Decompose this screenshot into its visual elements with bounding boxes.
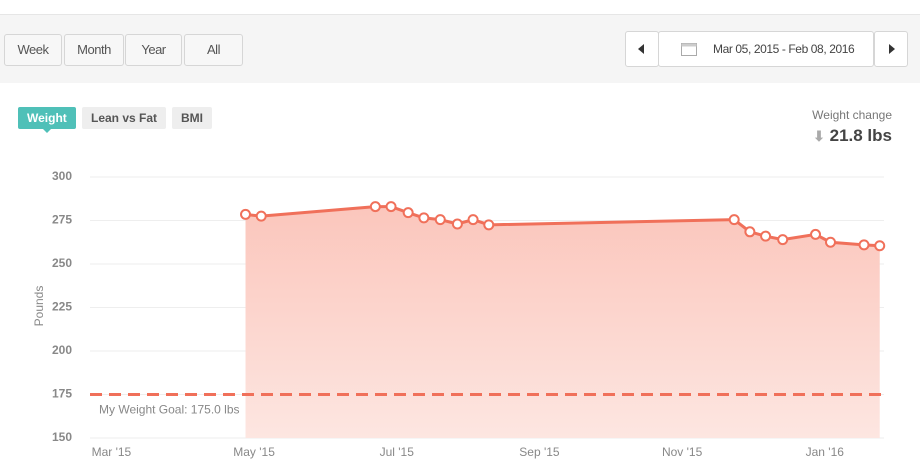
- point: [418, 212, 430, 224]
- weight-change-label: Weight change: [812, 108, 892, 122]
- point: [434, 214, 446, 226]
- x-tick-label: Jul '15: [380, 445, 415, 459]
- point: [255, 210, 267, 222]
- point: [874, 240, 886, 252]
- y-axis-label: Pounds: [32, 286, 46, 327]
- y-tick-label: 150: [52, 430, 72, 444]
- range-button[interactable]: Month: [64, 34, 124, 66]
- weight-change-value: ⬇ 21.8 lbs: [813, 126, 892, 146]
- area: [245, 206, 880, 438]
- point: [385, 201, 397, 213]
- tab-pointer: [42, 128, 52, 138]
- point: [760, 230, 772, 242]
- line: [245, 205, 880, 248]
- y-tick-label: 175: [52, 387, 72, 401]
- point: [858, 239, 870, 251]
- point: [777, 234, 789, 246]
- point: [744, 226, 756, 238]
- point: [451, 218, 463, 230]
- point: [402, 207, 414, 219]
- y-tick-label: 250: [52, 256, 72, 270]
- y-tick-label: 225: [52, 300, 72, 314]
- range-button[interactable]: Year: [125, 34, 182, 66]
- point: [240, 208, 252, 220]
- x-tick-label: Nov '15: [662, 445, 703, 459]
- toolbar: Week Month Year All Mar 05, 2015 - Feb 0…: [0, 14, 920, 83]
- range-button[interactable]: Week: [4, 34, 62, 66]
- x-tick-label: Mar '15: [92, 445, 132, 459]
- y-tick-label: 275: [52, 213, 72, 227]
- point: [824, 236, 836, 248]
- point: [369, 201, 381, 213]
- x-tick-label: Sep '15: [519, 445, 560, 459]
- point: [728, 214, 740, 226]
- tab[interactable]: Lean vs Fat: [82, 107, 167, 129]
- down-arrow: ⬇: [813, 128, 825, 144]
- y-tick-label: 300: [52, 169, 72, 183]
- tab[interactable]: BMI: [172, 107, 212, 129]
- date-picker[interactable]: Mar 05, 2015 - Feb 08, 2016: [658, 31, 874, 67]
- arrow-icon: [889, 44, 895, 54]
- calendar-icon: [681, 43, 697, 56]
- point: [467, 214, 479, 226]
- tab[interactable]: Weight: [18, 107, 76, 129]
- range-button[interactable]: All: [184, 34, 243, 66]
- prev-button[interactable]: [625, 31, 659, 67]
- date-range: Mar 05, 2015 - Feb 08, 2016: [713, 42, 855, 56]
- arrow-icon: [638, 44, 644, 54]
- next-button[interactable]: [874, 31, 908, 67]
- x-tick-label: Jan '16: [806, 445, 845, 459]
- point: [483, 219, 495, 231]
- x-tick-label: May '15: [233, 445, 275, 459]
- point: [810, 228, 822, 240]
- y-tick-label: 200: [52, 343, 72, 357]
- goal-label: My Weight Goal: 175.0 lbs: [99, 403, 240, 417]
- weight-change: 21.8 lbs: [829, 126, 892, 145]
